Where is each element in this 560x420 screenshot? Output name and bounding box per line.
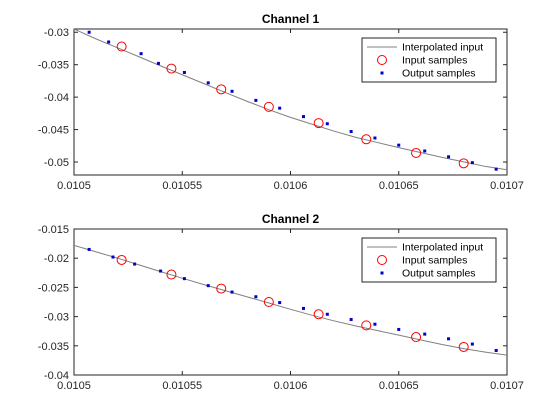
x-tick-label: 0.0106 (274, 180, 308, 192)
x-tick-label: 0.0105 (57, 380, 91, 392)
input-sample-marker (166, 269, 177, 280)
y-tick-label: -0.035 (38, 341, 69, 353)
output-sample-marker (230, 89, 234, 93)
output-sample-marker (254, 295, 258, 299)
output-sample-marker (397, 143, 401, 147)
input-sample-marker (411, 332, 422, 343)
output-sample-marker (254, 98, 258, 102)
output-sample-marker (325, 122, 329, 126)
output-sample-marker (447, 155, 451, 159)
chart-title: Channel 1 (262, 12, 320, 26)
input-sample-marker (216, 283, 227, 294)
output-sample-marker (373, 322, 377, 326)
y-tick-label: -0.04 (44, 92, 69, 104)
output-sample-marker (278, 106, 282, 110)
input-sample-marker (263, 101, 274, 112)
y-tick-label: -0.02 (44, 253, 69, 265)
legend-square-swatch (380, 271, 384, 275)
output-sample-marker (133, 262, 137, 266)
x-tick-label: 0.01065 (379, 180, 419, 192)
y-tick-label: -0.015 (38, 224, 69, 236)
channel-1-plot: Channel 1 0.0105 0.01055 0.0106 0.01065 0.010… (38, 12, 524, 192)
input-sample-marker (116, 41, 127, 52)
output-sample-marker (156, 61, 160, 65)
input-sample-marker (313, 309, 324, 320)
output-sample-marker (139, 52, 143, 56)
legend-circle-swatch (377, 255, 387, 265)
input-sample-marker (116, 254, 127, 265)
output-sample-marker (349, 130, 353, 134)
output-sample-marker (301, 115, 305, 119)
legend-entry-label: Interpolated input (402, 42, 483, 54)
y-tick-label: -0.025 (38, 282, 69, 294)
y-tick-label: -0.03 (44, 27, 69, 39)
output-sample-marker (423, 332, 427, 336)
legend-box (361, 237, 497, 283)
legend-square-swatch (380, 71, 384, 75)
output-sample-marker (447, 337, 451, 341)
input-sample-marker (458, 341, 469, 352)
x-tick-label: 0.01065 (379, 380, 419, 392)
legend-box (361, 37, 497, 83)
output-sample-marker (349, 318, 353, 322)
legend-entry-label: Output samples (402, 268, 476, 280)
chart-title: Channel 2 (262, 212, 320, 226)
input-sample-marker (166, 63, 177, 74)
x-tick-label: 0.01055 (162, 180, 202, 192)
channel-2-plot: Channel 2 0.0105 0.01055 0.0106 0.01065 0.010… (38, 212, 524, 392)
x-tick-label: 0.01055 (162, 380, 202, 392)
output-sample-marker (159, 269, 163, 273)
output-sample-marker (206, 81, 210, 85)
x-tick-label: 0.0107 (490, 180, 524, 192)
x-tick-label: 0.0107 (490, 380, 524, 392)
input-sample-marker (458, 158, 469, 169)
output-sample-marker (87, 30, 91, 34)
output-sample-marker (182, 277, 186, 281)
output-sample-marker (373, 136, 377, 140)
input-sample-marker (216, 84, 227, 95)
interpolated-input-line (74, 244, 507, 356)
output-sample-marker (397, 327, 401, 331)
y-tick-label: -0.04 (44, 370, 69, 382)
y-tick-label: -0.03 (44, 312, 69, 324)
input-sample-marker (263, 297, 274, 307)
x-tick-label: 0.0105 (57, 180, 91, 192)
output-sample-marker (278, 301, 282, 305)
x-tick-label: 0.0106 (274, 380, 308, 392)
input-sample-marker (361, 134, 372, 145)
legend-circle-swatch (377, 55, 387, 65)
y-tick-label: -0.035 (38, 60, 69, 72)
legend-entry-label: Input samples (402, 255, 467, 267)
output-sample-marker (182, 70, 186, 74)
y-tick-label: -0.05 (44, 157, 69, 169)
output-sample-marker (107, 40, 111, 44)
output-sample-marker (87, 247, 91, 251)
input-sample-marker (411, 147, 422, 158)
output-sample-marker (494, 167, 498, 171)
input-sample-marker (313, 118, 324, 129)
output-sample-marker (230, 290, 234, 294)
legend-entry-label: Input samples (402, 55, 467, 67)
input-sample-marker (361, 320, 372, 331)
legend-entry-label: Output samples (402, 68, 476, 80)
output-sample-marker (470, 342, 474, 346)
output-sample-marker (494, 348, 498, 352)
output-sample-marker (470, 161, 474, 165)
output-sample-marker (206, 284, 210, 288)
output-sample-marker (301, 306, 305, 310)
output-sample-marker (423, 149, 427, 153)
y-tick-label: -0.045 (38, 125, 69, 137)
output-sample-marker (325, 312, 329, 316)
interpolated-input-line (74, 29, 507, 171)
legend-entry-label: Interpolated input (402, 242, 483, 254)
output-sample-marker (111, 255, 115, 259)
